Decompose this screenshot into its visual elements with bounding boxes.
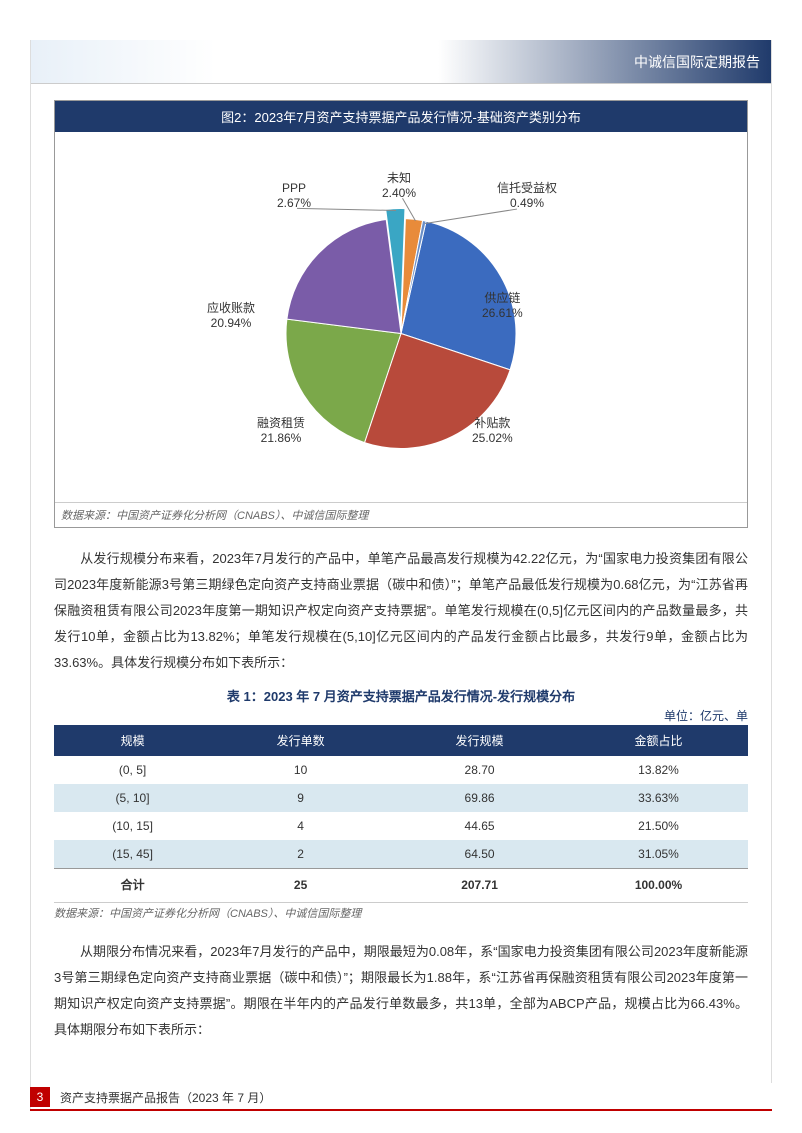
table-cell: 4 [211,812,390,840]
table-cell: 31.05% [569,840,748,869]
table-cell: 69.86 [390,784,569,812]
table-header-row: 规模发行单数发行规模金额占比 [54,725,748,756]
table-cell: (10, 15] [54,812,211,840]
table1: 规模发行单数发行规模金额占比 (0, 5]1028.7013.82%(5, 10… [54,725,748,900]
table-cell: 21.50% [569,812,748,840]
para1-text: 从发行规模分布来看，2023年7月发行的产品中，单笔产品最高发行规模为42.22… [54,551,748,670]
pie-label-信托受益权: 信托受益权0.49% [497,181,557,212]
para2-text: 从期限分布情况来看，2023年7月发行的产品中，期限最短为0.08年，系“国家电… [54,944,748,1037]
table-cell: 2 [211,840,390,869]
table-cell: (15, 45] [54,840,211,869]
pie-label-补贴款: 补贴款25.02% [472,416,513,447]
content-area: 图2：2023年7月资产支持票据产品发行情况-基础资产类别分布 供应链26.61… [54,100,748,1053]
pie-label-融资租赁: 融资租赁21.86% [257,416,305,447]
footer: 3 资产支持票据产品报告（2023 年 7 月） [30,1087,271,1107]
page-number: 3 [30,1087,50,1107]
paragraph-2: 从期限分布情况来看，2023年7月发行的产品中，期限最短为0.08年，系“国家电… [54,939,748,1043]
pie-slice-应收账款 [287,219,401,333]
table-cell: 13.82% [569,756,748,784]
table-cell: 44.65 [390,812,569,840]
paragraph-1: 从发行规模分布来看，2023年7月发行的产品中，单笔产品最高发行规模为42.22… [54,546,748,676]
table-col: 发行规模 [390,725,569,756]
header-title: 中诚信国际定期报告 [634,52,760,72]
table-cell: 33.63% [569,784,748,812]
table-col: 发行单数 [211,725,390,756]
table-col: 金额占比 [569,725,748,756]
table-col: 规模 [54,725,211,756]
table1-title: 表 1：2023 年 7 月资产支持票据产品发行情况-发行规模分布 [54,686,748,705]
table-row: (10, 15]444.6521.50% [54,812,748,840]
table-cell: 100.00% [569,869,748,901]
pie-label-PPP: PPP2.67% [277,181,311,212]
table-cell: (5, 10] [54,784,211,812]
table-cell: 207.71 [390,869,569,901]
table1-unit: 单位：亿元、单 [54,707,748,724]
figure2-box: 图2：2023年7月资产支持票据产品发行情况-基础资产类别分布 供应链26.61… [54,100,748,528]
table-body: (0, 5]1028.7013.82%(5, 10]969.8633.63%(1… [54,756,748,900]
table-cell: 25 [211,869,390,901]
table-row: (5, 10]969.8633.63% [54,784,748,812]
border-left [30,40,31,1111]
border-right [771,40,772,1083]
header-band: 中诚信国际定期报告 [30,40,772,84]
figure2-body: 供应链26.61% 补贴款25.02% 融资租赁21.86% 应收账款20.94% PP… [55,132,747,502]
figure2-source: 数据来源：中国资产证券化分析网（CNABS）、中诚信国际整理 [55,502,747,527]
table1-source: 数据来源：中国资产证券化分析网（CNABS）、中诚信国际整理 [54,902,748,921]
figure2-title: 图2：2023年7月资产支持票据产品发行情况-基础资产类别分布 [55,101,747,132]
table-cell: 64.50 [390,840,569,869]
border-bottom [30,1109,772,1111]
table-cell: 9 [211,784,390,812]
table-cell: 合计 [54,869,211,901]
pie-label-应收账款: 应收账款20.94% [207,301,255,332]
table-cell: 10 [211,756,390,784]
table-cell: (0, 5] [54,756,211,784]
footer-text: 资产支持票据产品报告（2023 年 7 月） [50,1089,271,1106]
table-row: (15, 45]264.5031.05% [54,840,748,869]
table-row: (0, 5]1028.7013.82% [54,756,748,784]
table-cell: 28.70 [390,756,569,784]
table-total-row: 合计25207.71100.00% [54,869,748,901]
pie-label-供应链: 供应链26.61% [482,291,523,322]
pie-label-未知: 未知2.40% [382,171,416,202]
